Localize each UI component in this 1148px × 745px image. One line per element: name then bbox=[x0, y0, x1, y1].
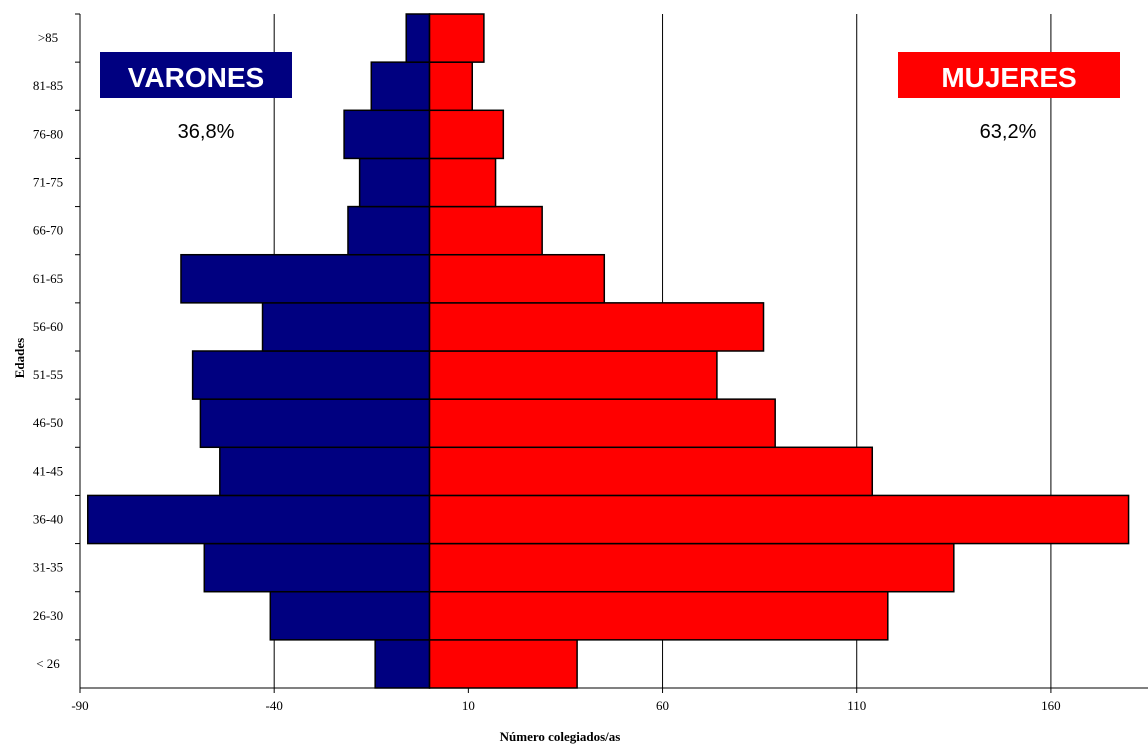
y-tick-label: 76-80 bbox=[33, 126, 63, 141]
male-bar bbox=[347, 205, 431, 256]
x-tick-labels: -90 -40 10 60 110 160 bbox=[71, 688, 1061, 713]
y-axis-title: Edades bbox=[12, 338, 27, 378]
male-bar bbox=[374, 639, 431, 689]
male-bar bbox=[358, 157, 431, 208]
y-tick-label: 46-50 bbox=[33, 415, 63, 430]
male-bar bbox=[203, 542, 431, 593]
female-bar bbox=[428, 302, 765, 352]
female-bar bbox=[428, 398, 776, 449]
male-percentage: 36,8% bbox=[178, 121, 235, 143]
x-axis-title: Número colegiados/as bbox=[500, 729, 621, 744]
x-tick-label: 110 bbox=[847, 698, 866, 713]
female-bar bbox=[428, 109, 505, 160]
male-bar bbox=[199, 398, 431, 449]
female-bar bbox=[428, 205, 543, 256]
male-bar bbox=[191, 350, 431, 400]
male-bar bbox=[370, 61, 431, 112]
x-tick-label: 60 bbox=[656, 698, 669, 713]
y-tick-label: 31-35 bbox=[33, 560, 63, 575]
x-tick-label: 10 bbox=[462, 698, 475, 713]
y-tick-label: 41-45 bbox=[33, 463, 63, 478]
female-legend-label: MUJERES bbox=[941, 62, 1076, 93]
female-bar bbox=[428, 590, 889, 641]
y-tick-label: 71-75 bbox=[33, 175, 63, 190]
female-percentage: 63,2% bbox=[980, 121, 1037, 143]
y-tick-labels: < 26 26-30 31-35 36-40 41-45 46-50 51-55 56-60 6… bbox=[33, 13, 80, 671]
x-tick-label: -90 bbox=[71, 698, 88, 713]
male-bar bbox=[219, 446, 431, 497]
female-legend-bg bbox=[898, 52, 1120, 98]
female-bar bbox=[428, 446, 874, 497]
y-tick-label: 61-65 bbox=[33, 271, 63, 286]
male-bar bbox=[87, 494, 431, 545]
female-bar bbox=[428, 157, 497, 208]
bars bbox=[87, 13, 1130, 689]
y-tick-label: < 26 bbox=[36, 656, 60, 671]
female-bar bbox=[428, 494, 1130, 545]
y-tick-label: 26-30 bbox=[33, 608, 63, 623]
male-bar bbox=[261, 302, 431, 352]
female-bar bbox=[428, 639, 578, 689]
x-tick-label: 160 bbox=[1041, 698, 1061, 713]
y-tick-label: 56-60 bbox=[33, 319, 63, 334]
female-bar bbox=[428, 542, 955, 593]
female-legend-box: MUJERES bbox=[898, 52, 1120, 98]
male-legend-bg bbox=[100, 52, 292, 98]
female-bar bbox=[428, 13, 485, 63]
female-bar bbox=[428, 253, 606, 304]
male-legend-box: VARONES bbox=[100, 52, 292, 98]
male-bar bbox=[180, 253, 431, 304]
y-tick-label: 51-55 bbox=[33, 367, 63, 382]
y-tick-label: 66-70 bbox=[33, 223, 63, 238]
male-bar bbox=[343, 109, 431, 160]
female-bar bbox=[428, 350, 718, 400]
female-bar bbox=[428, 61, 473, 112]
male-legend-label: VARONES bbox=[128, 62, 264, 93]
y-tick-label: >85 bbox=[38, 30, 58, 45]
male-bar bbox=[269, 590, 431, 641]
y-tick-label: 36-40 bbox=[33, 512, 63, 527]
x-tick-label: -40 bbox=[266, 698, 283, 713]
male-bar bbox=[405, 13, 431, 63]
y-tick-label: 81-85 bbox=[33, 78, 63, 93]
